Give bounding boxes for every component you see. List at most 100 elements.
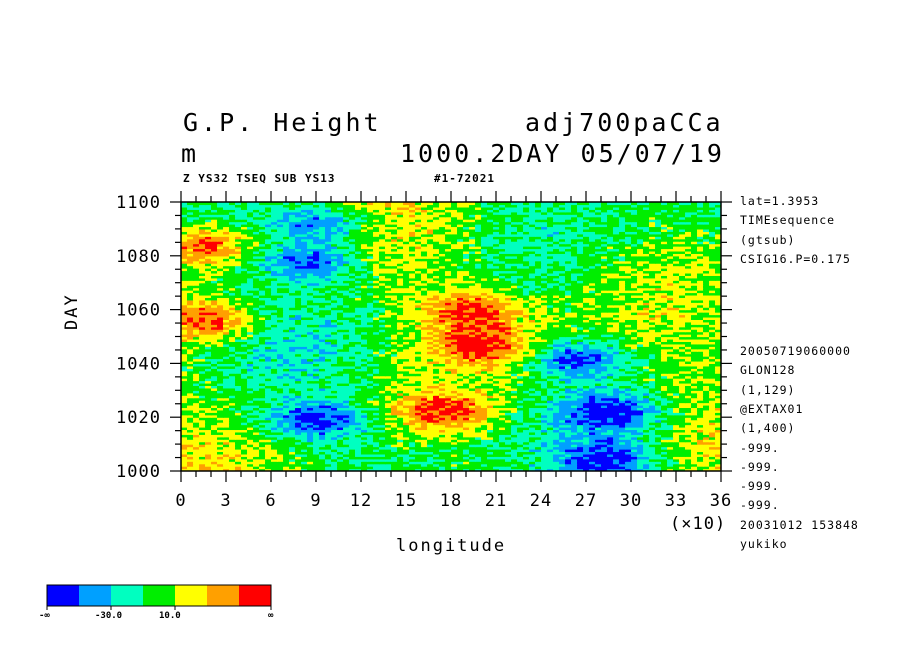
heat-cell	[667, 444, 674, 448]
heat-cell	[661, 402, 668, 406]
heat-cell	[223, 422, 230, 426]
heat-cell	[193, 392, 200, 396]
heat-cell	[553, 395, 560, 399]
heat-cell	[337, 463, 344, 467]
heat-cell	[667, 439, 674, 443]
heat-cell	[445, 404, 452, 409]
heat-cell	[463, 463, 470, 467]
heat-cell	[547, 395, 554, 399]
heat-cell	[547, 409, 554, 413]
heat-cell	[667, 400, 674, 404]
heat-cell	[499, 434, 506, 438]
heat-cell	[571, 424, 578, 428]
heat-cell	[373, 453, 380, 457]
heat-cell	[691, 463, 698, 467]
heat-cell	[499, 395, 506, 399]
heat-cell	[415, 446, 422, 450]
heat-cell	[607, 441, 614, 445]
heat-cell	[451, 395, 458, 399]
heat-cell	[181, 453, 188, 457]
heat-cell	[631, 439, 638, 443]
heat-cell	[415, 451, 422, 455]
heat-cell	[199, 446, 206, 450]
heat-cell	[505, 439, 512, 443]
heat-cell	[259, 466, 266, 470]
heat-cell	[583, 409, 590, 413]
heat-cell	[391, 400, 398, 404]
heat-cell	[613, 404, 620, 409]
heat-cell	[343, 466, 350, 470]
heat-cell	[241, 397, 248, 401]
heat-cell	[697, 414, 704, 418]
heat-cell	[691, 419, 698, 423]
heat-cell	[313, 439, 320, 443]
heat-cell	[295, 448, 302, 453]
heat-cell	[655, 439, 662, 443]
heat-cell	[475, 463, 482, 467]
heat-cell	[649, 426, 656, 431]
heat-cell	[469, 431, 476, 435]
heat-cell	[427, 402, 434, 406]
heat-cell	[379, 463, 386, 467]
heat-cell	[205, 458, 212, 462]
heat-cell	[421, 446, 428, 450]
heat-cell	[253, 466, 260, 470]
heat-cell	[451, 429, 458, 433]
heat-cell	[391, 426, 398, 431]
heat-cell	[343, 436, 350, 440]
heat-cell	[589, 412, 596, 416]
heat-cell	[313, 466, 320, 470]
heat-cell	[619, 402, 626, 406]
heat-cell	[451, 426, 458, 431]
heat-cell	[493, 431, 500, 435]
heat-cell	[367, 431, 374, 435]
heat-cell	[385, 426, 392, 431]
heat-cell	[577, 392, 584, 396]
heat-cell	[277, 461, 284, 465]
heat-cell	[697, 436, 704, 440]
heat-cell	[265, 468, 272, 471]
heat-cell	[523, 419, 530, 423]
heat-cell	[307, 446, 314, 450]
heat-cell	[391, 414, 398, 418]
heat-cell	[409, 463, 416, 467]
heat-cell	[223, 402, 230, 406]
heat-cell	[691, 436, 698, 440]
heat-cell	[373, 392, 380, 396]
heat-cell	[673, 404, 680, 409]
heat-cell	[571, 466, 578, 470]
heat-cell	[373, 448, 380, 453]
heat-cell	[355, 463, 362, 467]
heat-cell	[481, 441, 488, 445]
heat-cell	[343, 463, 350, 467]
heat-cell	[295, 395, 302, 399]
heat-cell	[181, 422, 188, 426]
heat-cell	[493, 448, 500, 453]
heat-cell	[181, 441, 188, 445]
heat-cell	[379, 451, 386, 455]
heat-cell	[625, 453, 632, 457]
heat-cell	[223, 436, 230, 440]
heat-cell	[619, 414, 626, 418]
heat-cell	[715, 456, 721, 460]
heat-cell	[271, 404, 278, 409]
heat-cell	[289, 468, 296, 471]
heat-cell	[487, 429, 494, 433]
heat-cell	[235, 466, 242, 470]
heat-cell	[697, 446, 704, 450]
heat-cell	[337, 400, 344, 404]
heat-cell	[493, 434, 500, 438]
heat-cell	[475, 422, 482, 426]
heat-cell	[337, 436, 344, 440]
heat-cell	[355, 461, 362, 465]
heat-cell	[283, 404, 290, 409]
heat-cell	[559, 409, 566, 413]
heat-cell	[679, 422, 686, 426]
heat-cell	[241, 434, 248, 438]
heat-cell	[385, 463, 392, 467]
heat-cell	[565, 461, 572, 465]
heat-cell	[667, 461, 674, 465]
heat-cell	[469, 404, 476, 409]
heat-cell	[481, 458, 488, 462]
heat-cell	[649, 404, 656, 409]
